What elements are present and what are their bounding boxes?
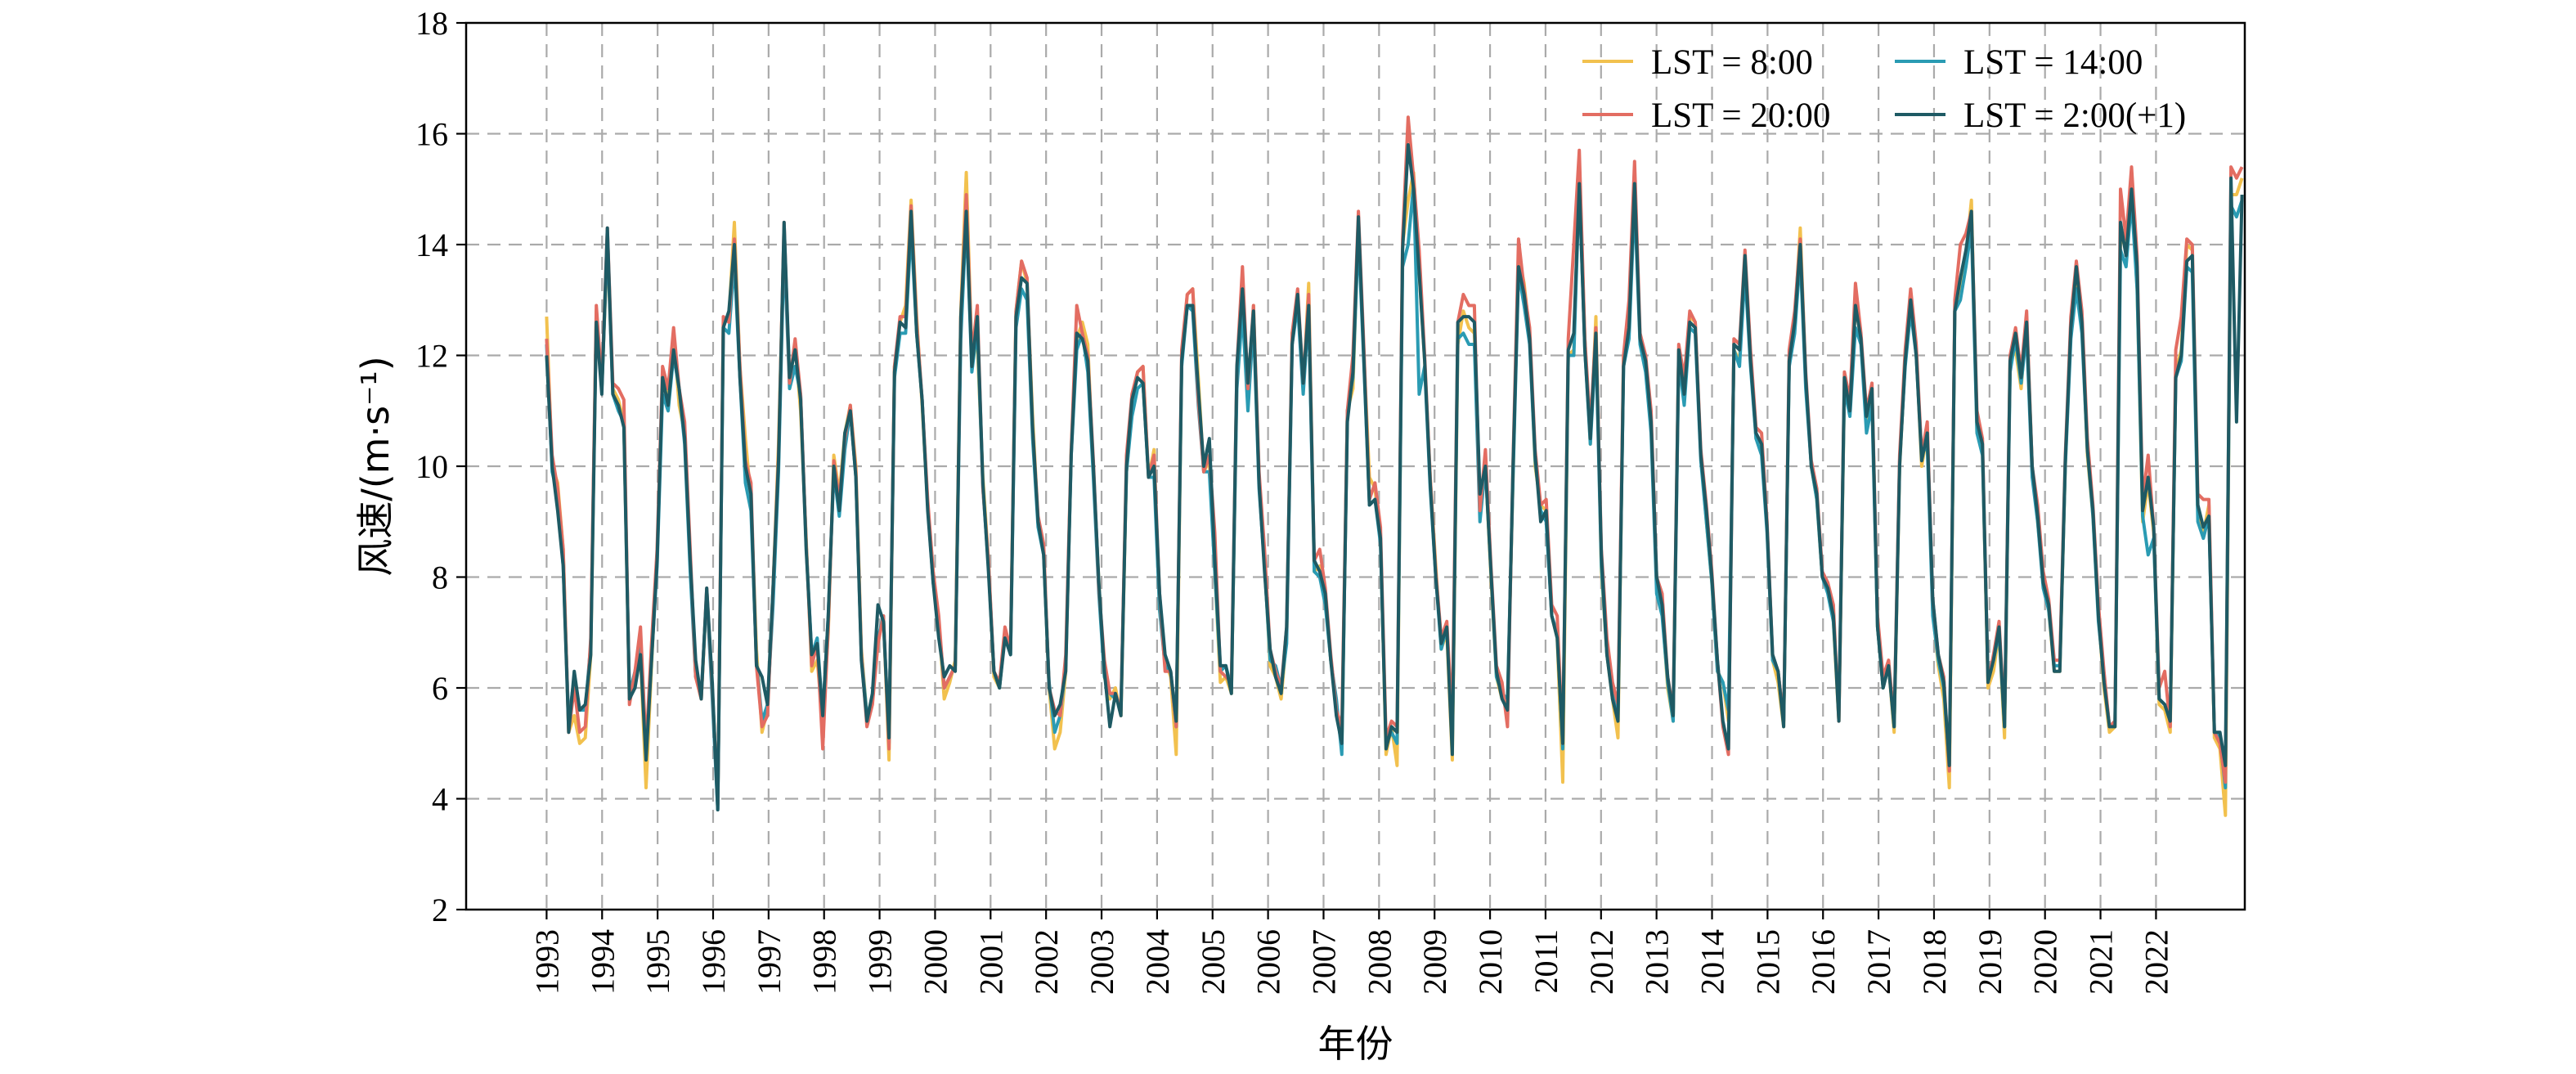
legend-label: LST = 8:00	[1651, 43, 1813, 82]
x-tick-label: 2009	[1416, 929, 1453, 995]
x-tick-label: 1995	[640, 929, 676, 995]
x-tick-label: 1998	[806, 929, 843, 995]
x-tick-label: 2002	[1028, 929, 1065, 995]
x-tick-label: 2018	[1916, 929, 1953, 995]
legend-label: LST = 2:00(+1)	[1963, 97, 2186, 135]
x-tick-label: 2000	[917, 929, 954, 995]
series-line	[545, 182, 2244, 811]
x-tick-label: 2011	[1528, 929, 1564, 994]
series-line	[545, 115, 2244, 807]
x-tick-label: 2013	[1639, 929, 1676, 995]
x-tick-label: 2014	[1694, 929, 1731, 995]
y-tick-label: 4	[432, 781, 448, 818]
y-tick-label: 2	[432, 892, 448, 928]
series-lines	[545, 115, 2244, 817]
x-tick-label: 2019	[1972, 929, 2008, 995]
x-tick-label: 2005	[1195, 929, 1232, 995]
grid	[466, 23, 2245, 910]
x-tick-label: 2010	[1472, 929, 1509, 995]
x-tick-label: 2007	[1305, 929, 1342, 995]
x-tick-label: 2022	[2138, 929, 2174, 995]
x-tick-label: 2015	[1749, 929, 1786, 995]
x-tick-label: 2016	[1805, 929, 1842, 995]
y-tick-label: 16	[415, 116, 448, 153]
x-tick-label: 2008	[1361, 929, 1398, 995]
legend-label: LST = 20:00	[1651, 97, 1830, 135]
legend: LST = 8:00 LST = 14:00 LST = 20:00 LST = 2:…	[1582, 43, 2186, 135]
x-tick-label: 1994	[584, 929, 621, 995]
x-tick-label: 1993	[528, 929, 565, 995]
y-axis-ticks: 2 4 6 8 10 12 14 16 18	[415, 5, 466, 928]
x-tick-label: 2004	[1139, 929, 1176, 995]
y-tick-label: 6	[432, 670, 448, 707]
y-tick-label: 12	[415, 338, 448, 375]
x-tick-label: 2006	[1250, 929, 1287, 995]
y-tick-label: 10	[415, 448, 448, 485]
x-axis-label: 年份	[1318, 1022, 1393, 1066]
x-tick-label: 1996	[695, 929, 732, 995]
y-tick-label: 18	[415, 5, 448, 42]
x-tick-label: 1999	[862, 929, 899, 995]
x-tick-label: 2017	[1860, 929, 1897, 995]
x-axis-ticks: 1993 1994 1995 1996 1997 1998 1999 2000 2001 2002…	[528, 910, 2174, 995]
series-line	[545, 143, 2244, 811]
series-line	[545, 165, 2244, 817]
y-tick-label: 14	[415, 227, 448, 263]
x-tick-label: 1997	[751, 929, 788, 995]
x-tick-label: 2012	[1583, 929, 1620, 995]
x-tick-label: 2021	[2083, 929, 2120, 995]
y-tick-label: 8	[432, 559, 448, 596]
legend-label: LST = 14:00	[1963, 43, 2143, 82]
x-tick-label: 2020	[2027, 929, 2064, 995]
x-tick-label: 2001	[972, 929, 1009, 995]
x-tick-label: 2003	[1084, 929, 1120, 995]
y-axis-label: 风速/(m·s⁻¹)	[353, 356, 397, 577]
